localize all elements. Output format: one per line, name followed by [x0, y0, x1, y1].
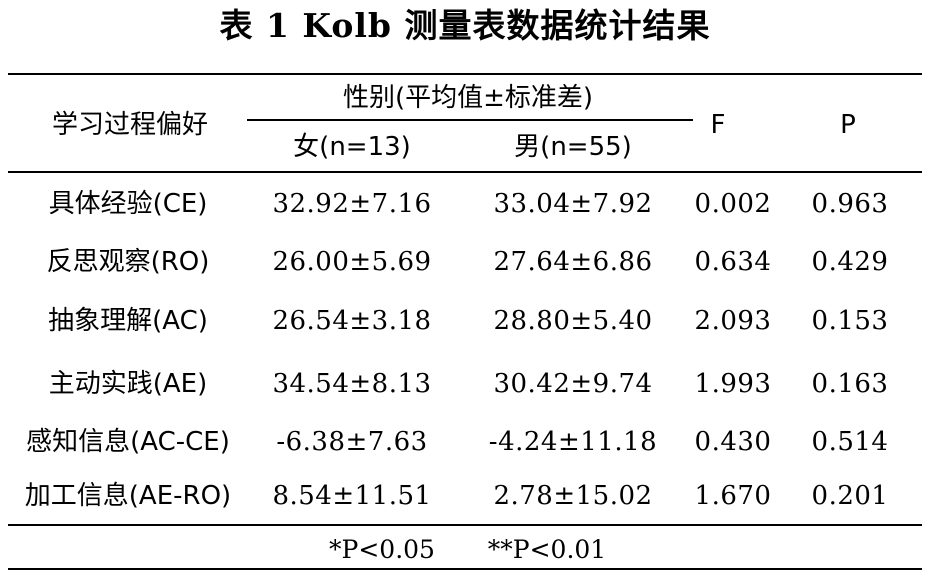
male-value: 27.64±6.86 [493, 247, 653, 277]
header-p: P [840, 110, 856, 140]
table-top-rule [8, 73, 922, 75]
row-label: 抽象理解(AC) [48, 306, 208, 336]
female-value: 26.54±3.18 [272, 306, 432, 336]
footnote-significance-2: **P<0.01 [487, 535, 607, 564]
p-value: 0.201 [811, 481, 889, 511]
female-value: 26.00±5.69 [272, 247, 432, 277]
female-value: -6.38±7.63 [276, 427, 428, 457]
table-title: 表 1 Kolb 测量表数据统计结果 [219, 6, 711, 45]
header-female: 女(n=13) [293, 132, 411, 162]
f-value: 2.093 [694, 306, 772, 336]
male-value: 33.04±7.92 [493, 189, 653, 219]
f-value: 1.670 [694, 481, 772, 511]
male-value: 2.78±15.02 [493, 481, 653, 511]
male-value: 28.80±5.40 [493, 306, 653, 336]
row-label: 加工信息(AE-RO) [24, 481, 232, 511]
f-value: 1.993 [694, 369, 772, 399]
footnote-significance-1: *P<0.05 [329, 535, 435, 564]
footnote-rule [8, 568, 922, 570]
table-bottom-rule [8, 524, 922, 526]
row-label: 主动实践(AE) [48, 369, 208, 399]
p-value: 0.429 [811, 247, 889, 277]
f-value: 0.634 [694, 247, 772, 277]
female-value: 34.54±8.13 [272, 369, 432, 399]
f-value: 0.002 [694, 189, 772, 219]
header-male: 男(n=55) [514, 132, 632, 162]
p-value: 0.153 [811, 306, 889, 336]
female-value: 8.54±11.51 [272, 481, 432, 511]
header-f: F [710, 110, 726, 140]
p-value: 0.163 [811, 369, 889, 399]
female-value: 32.92±7.16 [272, 189, 432, 219]
f-value: 0.430 [694, 427, 772, 457]
header-gender: 性别(平均值±标准差) [342, 83, 594, 113]
table-header-rule [8, 171, 922, 173]
header-gender-subrule [247, 119, 693, 121]
p-value: 0.963 [811, 189, 889, 219]
male-value: -4.24±11.18 [488, 427, 658, 457]
row-label: 具体经验(CE) [48, 189, 208, 219]
male-value: 30.42±9.74 [493, 369, 653, 399]
row-label: 感知信息(AC-CE) [26, 427, 230, 457]
row-label: 反思观察(RO) [46, 247, 210, 277]
header-learning-preference: 学习过程偏好 [51, 110, 209, 140]
p-value: 0.514 [811, 427, 889, 457]
